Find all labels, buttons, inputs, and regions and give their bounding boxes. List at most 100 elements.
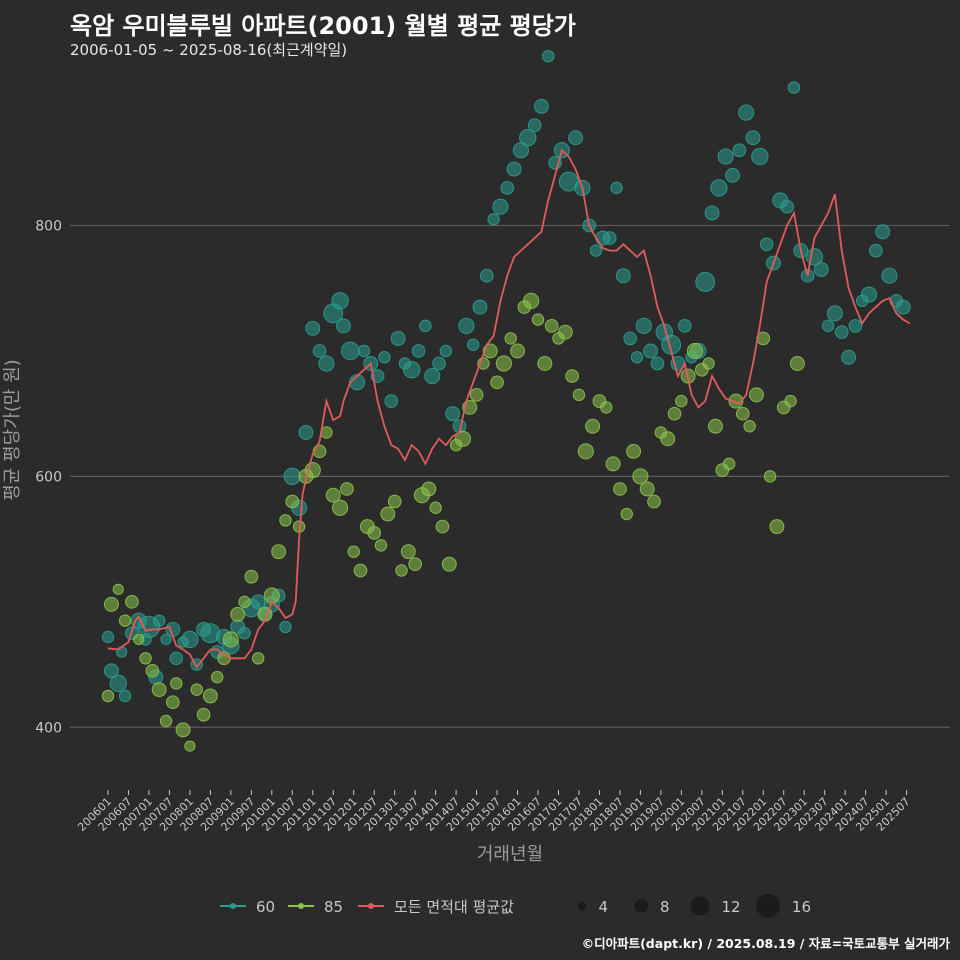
point-60 — [589, 244, 603, 257]
point-85 — [353, 563, 368, 578]
legend-size-dot — [634, 899, 648, 913]
point-85 — [722, 457, 736, 471]
point-85 — [145, 663, 160, 678]
point-60 — [384, 394, 399, 408]
point-85 — [101, 689, 115, 703]
point-60 — [357, 344, 371, 358]
legend-label: 모든 면적대 평균값 — [394, 898, 514, 916]
point-85 — [702, 357, 715, 370]
point-60 — [704, 205, 720, 221]
point-60 — [623, 331, 637, 346]
point-85 — [735, 406, 750, 421]
point-60 — [542, 49, 555, 63]
point-60 — [487, 213, 500, 226]
point-60 — [710, 179, 728, 197]
point-60 — [630, 351, 644, 364]
point-60 — [780, 199, 794, 214]
point-60 — [331, 292, 349, 310]
point-85 — [469, 388, 484, 402]
point-60 — [834, 325, 849, 339]
point-85 — [367, 526, 382, 540]
point-85 — [626, 443, 642, 459]
point-85 — [523, 292, 540, 309]
point-85 — [613, 482, 627, 496]
point-85 — [435, 519, 450, 534]
point-60 — [745, 130, 761, 146]
grid-lines — [70, 224, 950, 728]
point-85 — [170, 677, 183, 690]
point-85 — [374, 539, 388, 552]
point-60 — [160, 633, 172, 646]
point-60 — [677, 319, 692, 333]
point-85 — [279, 514, 292, 527]
legend: 60 85 모든 면적대 평균값 4 8 12 16 — [220, 894, 811, 918]
point-60 — [635, 317, 652, 334]
point-60 — [298, 425, 314, 440]
point-60 — [318, 355, 335, 372]
point-60 — [445, 406, 461, 422]
point-85 — [387, 494, 402, 509]
legend-key-dot — [230, 903, 236, 909]
point-85 — [763, 470, 777, 483]
point-85 — [675, 394, 688, 408]
legend-size-dot — [577, 901, 587, 911]
point-85 — [238, 595, 251, 609]
point-60 — [643, 343, 659, 359]
point-60 — [759, 237, 774, 252]
point-85 — [557, 324, 573, 340]
point-85 — [544, 319, 559, 333]
point-60 — [615, 268, 631, 284]
point-60 — [279, 620, 292, 634]
point-60 — [439, 344, 453, 358]
point-60 — [118, 689, 132, 703]
point-60 — [602, 231, 617, 245]
point-60 — [519, 129, 537, 147]
point-85 — [531, 313, 545, 326]
point-60 — [813, 261, 829, 277]
legend-size-dot — [756, 894, 780, 918]
point-85 — [620, 507, 633, 521]
point-60 — [424, 367, 441, 385]
point-60 — [610, 181, 623, 195]
point-60 — [787, 81, 801, 94]
point-85 — [112, 583, 124, 595]
point-85 — [251, 652, 265, 665]
point-85 — [748, 387, 764, 403]
point-60 — [869, 243, 883, 258]
point-85 — [133, 633, 145, 646]
point-60 — [238, 626, 251, 640]
point-60 — [419, 319, 432, 333]
point-85 — [639, 481, 655, 497]
point-85 — [285, 494, 300, 509]
point-85 — [244, 569, 259, 584]
x-axis-ticks: 2006012006072007012007072008012008072009… — [75, 790, 913, 834]
legend-label: 60 — [256, 898, 275, 916]
point-60 — [695, 272, 716, 292]
point-85 — [490, 375, 504, 390]
point-60 — [312, 344, 327, 358]
point-85 — [103, 596, 119, 612]
point-60 — [506, 161, 522, 177]
y-axis-label: 평균 평당가(만 원) — [2, 359, 23, 500]
point-60 — [738, 104, 755, 121]
legend-size-label: 12 — [721, 898, 740, 916]
point-60 — [432, 356, 446, 371]
point-85 — [537, 356, 553, 371]
legend-label: 85 — [324, 898, 343, 916]
point-85 — [175, 722, 191, 738]
point-85 — [454, 430, 472, 447]
point-85 — [325, 487, 341, 503]
point-60 — [500, 181, 515, 195]
point-85 — [784, 394, 797, 408]
source-caption: ©디아파트(dapt.kr) / 2025.08.19 / 자료=국토교통부 실… — [581, 936, 950, 951]
point-60 — [378, 351, 391, 364]
point-60 — [568, 130, 584, 146]
point-60 — [881, 267, 898, 284]
point-60 — [875, 224, 891, 240]
y-axis-ticks: 400 600 800 — [35, 219, 62, 737]
point-85 — [166, 695, 180, 710]
point-85 — [667, 406, 682, 421]
x-axis-label: 거래년월 — [477, 844, 543, 865]
legend-size-label: 16 — [792, 898, 811, 916]
point-60 — [305, 320, 321, 336]
